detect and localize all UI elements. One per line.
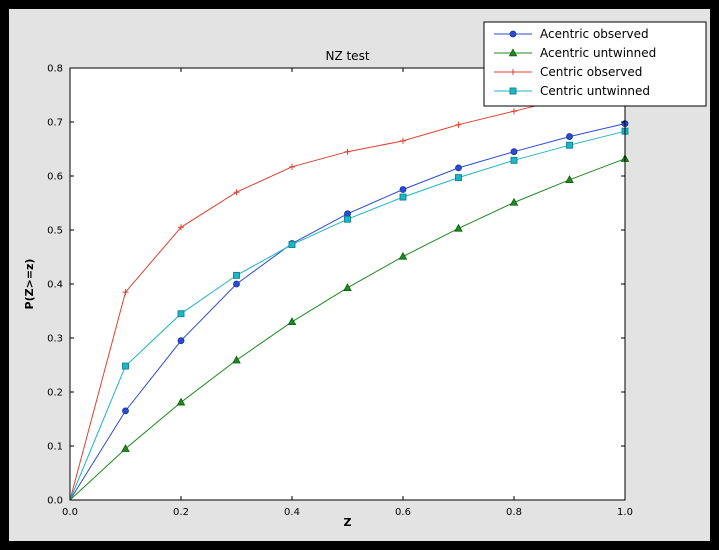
marker-centric-observed [122,289,129,296]
x-tick-label: 0.8 [506,507,522,518]
marker-centric-untwinned [288,241,296,249]
chart-title: NZ test [325,49,369,63]
marker-acentric-observed [233,280,240,288]
y-tick-label: 0.6 [47,172,63,183]
y-tick-label: 0.1 [47,442,63,453]
marker-centric-untwinned [344,215,351,223]
x-tick-label: 0.0 [62,507,78,518]
figure-window: 0.0 0.2 0.4 0.6 0.8 1.0 0.0 0.1 0.2 0.3 0.4 0.5 0.6 0… [9,9,710,541]
marker-centric-observed [233,189,240,196]
x-axis-label: Z [344,516,352,529]
marker-centric-observed [178,224,184,231]
y-tick-label: 0.2 [47,388,63,399]
y-tick-label: 0.7 [47,118,63,129]
marker-centric-untwinned [455,174,462,182]
marker-acentric-untwinned [565,175,574,183]
marker-acentric-untwinned [398,251,408,260]
x-tick-label: 1.0 [617,507,633,518]
marker-acentric-untwinned [287,317,297,326]
marker-centric-untwinned [510,156,518,164]
axes-layer: 0.0 0.2 0.4 0.6 0.8 1.0 0.0 0.1 0.2 0.3 0.4 0.5 0.6 0… [47,64,633,519]
legend-marker-centric-observed [510,69,516,75]
marker-acentric-observed [122,407,129,415]
marker-acentric-observed [177,337,185,345]
marker-acentric-untwinned [121,444,130,452]
marker-centric-untwinned [122,362,129,370]
marker-acentric-observed [455,164,462,172]
legend-box [483,21,707,107]
marker-centric-observed [289,163,295,170]
x-tick-label: 0.4 [284,507,300,518]
legend-label-centric-observed: Centric observed [540,65,642,79]
y-tick-label: 0.3 [47,334,63,345]
marker-centric-untwinned [399,193,407,201]
series-layer [69,83,630,501]
legend-marker-acentric-observed [509,30,517,38]
marker-centric-untwinned [177,310,185,318]
marker-centric-observed [400,137,406,144]
marker-acentric-observed [399,186,407,193]
marker-centric-untwinned [566,141,573,149]
y-axis-label: P(Z>=z) [23,259,36,310]
legend-marker-acentric-untwinned [508,48,518,57]
legend-label-acentric-untwinned: Acentric untwinned [540,46,656,60]
marker-acentric-untwinned [454,223,463,232]
marker-acentric-observed [510,148,518,156]
marker-acentric-observed [566,133,573,140]
marker-centric-observed [455,121,462,128]
y-tick-label: 0.8 [47,64,63,75]
legend-marker-centric-untwinned [509,87,517,95]
marker-acentric-untwinned [509,197,519,206]
legend-label-acentric-observed: Acentric observed [540,27,649,41]
marker-acentric-untwinned [176,397,186,406]
x-tick-label: 0.2 [173,507,189,518]
legend-label-centric-untwinned: Centric untwinned [540,84,650,98]
marker-centric-observed [511,108,517,115]
x-tick-label: 0.6 [395,507,411,518]
y-tick-label: 0.5 [47,226,63,237]
marker-centric-untwinned [233,271,240,279]
legend: Acentric observed Acentric untwinned Centr… [483,21,707,107]
y-tick-label: 0.4 [47,280,63,291]
y-tick-label: 0.0 [47,496,63,507]
marker-centric-observed [344,148,351,155]
marker-acentric-untwinned [232,355,241,364]
nz-test-plot: 0.0 0.2 0.4 0.6 0.8 1.0 0.0 0.1 0.2 0.3 0.4 0.5 0.6 0… [23,21,707,529]
marker-acentric-untwinned [343,283,352,291]
